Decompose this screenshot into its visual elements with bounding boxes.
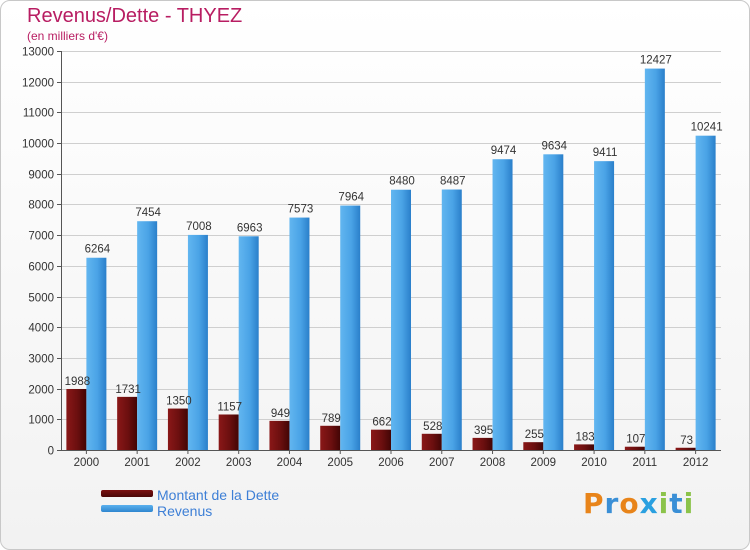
y-tick-label: 6000 (28, 262, 54, 274)
bar-dette (167, 408, 188, 450)
bar-revenus (340, 205, 361, 450)
axes: 0 1000 2000 3000 4000 5000 6000 7000 8000 9000 100… (22, 47, 721, 469)
x-tick-label: 2005 (327, 457, 353, 469)
legend-swatch-dette (101, 490, 153, 497)
bar-dette (675, 447, 696, 450)
value-label-revenus: 8480 (389, 176, 415, 188)
y-tick-label: 11000 (23, 108, 54, 120)
bar-revenus (238, 236, 259, 450)
logo-letter: P (583, 487, 605, 520)
y-tick-label: 7000 (28, 231, 54, 243)
bar-revenus (187, 234, 208, 450)
y-tick-label: 10000 (22, 139, 54, 151)
y-tick-label: 8000 (28, 200, 54, 212)
bar-dette (269, 420, 290, 450)
value-label-revenus: 7573 (288, 204, 314, 216)
bar-revenus (492, 159, 513, 450)
value-label-dette: 662 (372, 417, 391, 429)
value-label-revenus: 9474 (491, 145, 517, 157)
logo-letter: r (604, 487, 620, 520)
legend-label-dette: Montant de la Dette (157, 487, 280, 503)
value-label-dette: 1731 (115, 384, 141, 396)
y-tick-label: 12000 (22, 78, 54, 90)
bars (66, 68, 716, 450)
logo-letter: i (683, 487, 695, 520)
value-label-revenus: 7964 (338, 192, 364, 204)
bar-dette (218, 414, 239, 450)
value-label-revenus: 10241 (691, 122, 723, 134)
chart-subtitle: (en milliers d'€) (27, 29, 108, 43)
bar-revenus (137, 221, 158, 450)
value-label-revenus: 6264 (85, 244, 111, 256)
bar-dette (624, 446, 645, 450)
value-label-dette: 255 (525, 429, 544, 441)
logo-letter: t (669, 487, 684, 520)
x-tick-label: 2007 (429, 457, 455, 469)
x-tick-label: 2002 (175, 457, 201, 469)
bar-dette (66, 388, 87, 450)
bar-revenus (441, 189, 462, 450)
value-label-dette: 183 (575, 431, 594, 443)
value-label-revenus: 8487 (440, 176, 466, 188)
y-tick-label: 9000 (28, 170, 54, 182)
logo-letter: i (658, 487, 670, 520)
proxiti-logo: Proxiti (583, 487, 694, 520)
value-label-dette: 789 (322, 413, 341, 425)
bar-dette (421, 433, 442, 450)
bar-dette (117, 396, 138, 450)
y-tick-label: 1000 (28, 415, 54, 427)
logo-letter: o (619, 487, 640, 520)
x-tick-label: 2012 (683, 457, 709, 469)
chart-title: Revenus/Dette - THYEZ (27, 5, 243, 27)
value-label-dette: 949 (271, 408, 290, 420)
x-tick-label: 2011 (632, 457, 657, 469)
value-label-revenus: 9634 (542, 140, 568, 152)
bar-revenus (695, 135, 716, 450)
bar-value-labels: 1988 6264 1731 7454 1350 7008 1157 6963 949 7573 7… (65, 55, 723, 447)
x-tick-label: 2004 (277, 457, 303, 469)
x-tick-label: 2001 (124, 457, 150, 469)
bar-revenus (594, 161, 615, 450)
x-tick-label: 2009 (531, 457, 557, 469)
value-label-dette: 1988 (65, 376, 91, 388)
bar-revenus (644, 68, 665, 450)
x-tick-label: 2010 (581, 457, 607, 469)
value-label-revenus: 7008 (186, 221, 212, 233)
y-tick-label: 5000 (28, 293, 54, 305)
y-tick-label: 4000 (28, 323, 54, 335)
bar-revenus (543, 154, 564, 450)
x-tick-label: 2008 (480, 457, 506, 469)
value-label-dette: 1157 (217, 401, 242, 413)
y-tick-label: 3000 (28, 354, 54, 366)
value-label-dette: 107 (626, 434, 645, 446)
value-label-revenus: 6963 (237, 222, 263, 234)
legend-label-revenus: Revenus (157, 503, 213, 519)
logo-letter: x (639, 487, 659, 520)
x-tick-label: 2003 (226, 457, 252, 469)
value-label-dette: 1350 (166, 396, 192, 408)
bar-dette (574, 444, 595, 450)
value-label-dette: 73 (680, 435, 693, 447)
bar-dette (371, 429, 391, 450)
value-label-revenus: 7454 (135, 207, 161, 219)
bar-revenus (391, 189, 411, 450)
bar-dette (472, 437, 493, 450)
x-tick-label: 2006 (378, 457, 404, 469)
legend-swatch-revenus (101, 505, 153, 512)
bar-dette (320, 425, 341, 450)
y-tick-label: 13000 (22, 47, 54, 59)
y-tick-label: 2000 (28, 385, 54, 397)
bar-revenus (289, 217, 310, 450)
bar-dette (523, 442, 544, 450)
y-tick-label: 0 (48, 446, 54, 458)
bar-revenus (86, 257, 107, 450)
value-label-dette: 528 (423, 421, 442, 433)
value-label-dette: 395 (474, 425, 493, 437)
x-tick-label: 2000 (74, 457, 100, 469)
value-label-revenus: 9411 (593, 147, 618, 159)
value-label-revenus: 12427 (640, 55, 672, 67)
